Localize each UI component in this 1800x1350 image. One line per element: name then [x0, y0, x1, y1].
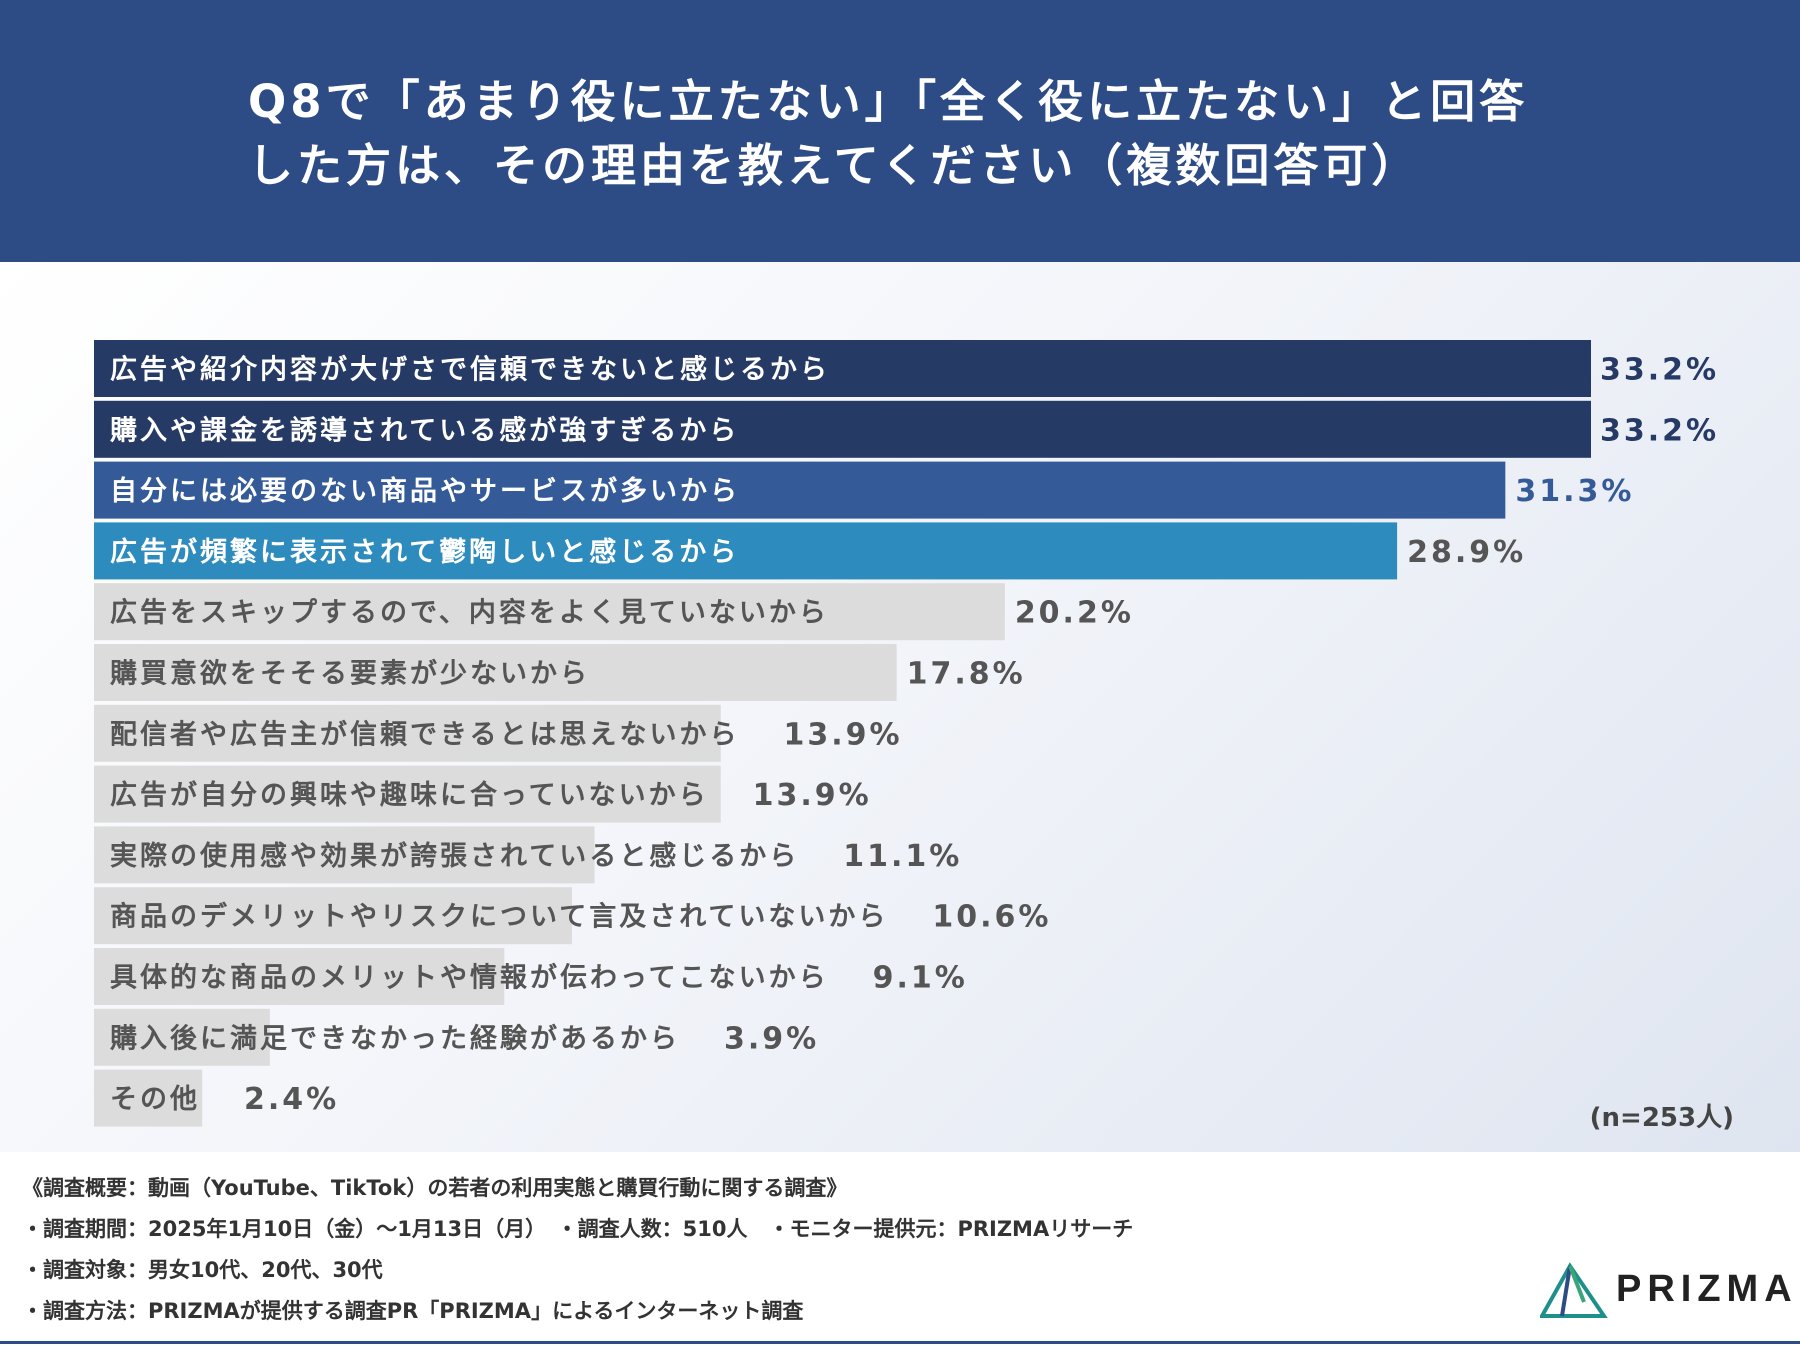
prizma-logo-text: PRIZMA [1616, 1268, 1798, 1310]
footer: 《調査概要：動画（YouTube、TikTok）の若者の利用実態と購買行動に関す… [0, 1152, 1800, 1350]
bar-label-10: 商品のデメリットやリスクについて言及されていないから [110, 901, 888, 933]
value-label-6: 17.8% [907, 657, 1026, 692]
bar-3 [94, 461, 1506, 519]
value-label-1: 33.2% [1600, 353, 1719, 388]
bar-label-2: 購入や課金を誘導されている感が強すぎるから [110, 414, 739, 446]
value-label-9: 11.1% [843, 839, 962, 874]
bar-label-6: 購買意欲をそそる要素が少ないから [110, 658, 590, 690]
bar-label-7: 配信者や広告主が信頼できるとは思えないから [110, 718, 739, 750]
bar-12 [94, 1008, 270, 1066]
bar-10 [94, 887, 572, 945]
page-title: Q8で「あまり役に立たない」「全く役に立たない」と回答 した方は、その理由を教え… [248, 70, 1648, 198]
bar-label-5: 広告をスキップするので、内容をよく見ていないから [110, 597, 829, 629]
prizma-logo-icon [1538, 1262, 1608, 1318]
value-label-10: 10.6% [932, 900, 1051, 935]
bar-1 [94, 340, 1591, 397]
bar-label-12: 購入後に満足できなかった経験があるから [110, 1022, 680, 1054]
bar-label-4: 広告が頻繁に表示されて鬱陶しいと感じるから [110, 536, 739, 568]
bar-label-3: 自分には必要のない商品やサービスが多いから [110, 475, 740, 507]
header-banner: Q8で「あまり役に立たない」「全く役に立たない」と回答 した方は、その理由を教え… [0, 0, 1800, 262]
value-label-2: 33.2% [1600, 413, 1719, 448]
bar-label-11: 具体的な商品のメリットや情報が伝わってこないから [110, 962, 829, 994]
bar-13 [94, 1069, 203, 1127]
bar-7 [94, 704, 721, 762]
value-label-3: 31.3% [1515, 474, 1634, 509]
bar-8 [94, 765, 721, 823]
survey-overview: 《調査概要：動画（YouTube、TikTok）の若者の利用実態と購買行動に関す… [22, 1176, 848, 1200]
value-label-12: 3.9% [724, 1021, 819, 1056]
value-label-11: 9.1% [873, 961, 968, 996]
bar-6 [94, 644, 897, 701]
survey-target: ・調査対象：男女10代、20代、30代 [22, 1258, 383, 1282]
bar-label-1: 広告や紹介内容が大げさで信頼できないと感じるから [110, 354, 830, 386]
value-label-13: 2.4% [244, 1082, 339, 1117]
title-line-2: した方は、その理由を教えてください（複数回答可） [248, 139, 1421, 192]
survey-method: ・調査方法：PRIZMAが提供する調査PR「PRIZMA」によるインターネット調… [22, 1299, 804, 1323]
chart-area: 広告や紹介内容が大げさで信頼できないと感じるから 33.2% 購入や課金を誘導されて… [0, 262, 1800, 1152]
bar-9 [94, 826, 595, 884]
value-label-4: 28.9% [1407, 535, 1526, 570]
sample-size-note: (n=253人) [1589, 1103, 1734, 1133]
bar-2 [94, 400, 1591, 458]
bar-chart: 広告や紹介内容が大げさで信頼できないと感じるから 33.2% 購入や課金を誘導されて… [94, 340, 1719, 1127]
title-line-1: Q8で「あまり役に立たない」「全く役に立たない」と回答 [248, 75, 1529, 128]
bar-label-8: 広告が自分の興味や趣味に合っていないから [110, 779, 709, 811]
bottom-rule [0, 1341, 1800, 1344]
survey-period: ・調査期間：2025年1月10日（金）〜1月13日（月） ・調査人数：510人 … [22, 1217, 1134, 1241]
value-label-8: 13.9% [753, 778, 872, 813]
value-label-5: 20.2% [1015, 596, 1134, 631]
bar-label-13: その他 [110, 1084, 200, 1115]
value-label-7: 13.9% [783, 717, 902, 752]
bar-label-9: 実際の使用感や効果が誇張されていると感じるから [110, 840, 799, 872]
bar-4 [94, 522, 1398, 580]
bar-5 [94, 583, 1005, 641]
prizma-logo: PRIZMA [1538, 1262, 1792, 1322]
bar-11 [94, 948, 505, 1005]
